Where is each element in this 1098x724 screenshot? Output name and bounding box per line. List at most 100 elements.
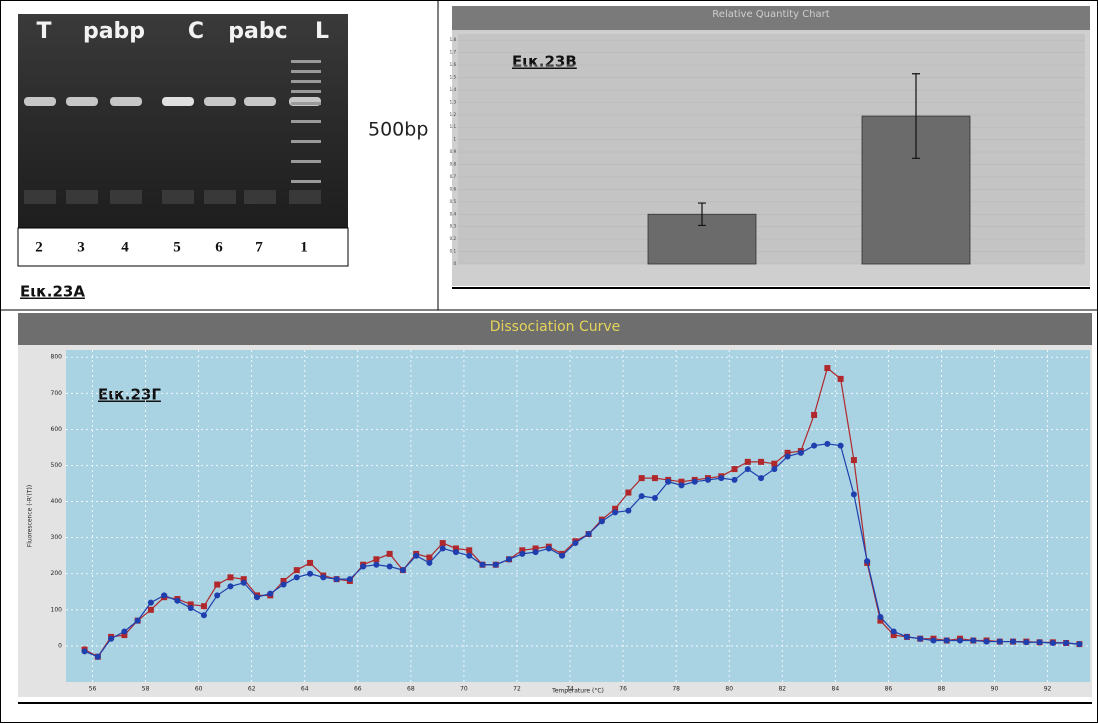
ladder-band: [291, 180, 321, 183]
x-axis-label: Temperature (°C): [551, 688, 604, 695]
bar-panel: Relative Quantity Chart Εικ.23B: [452, 6, 1090, 289]
smear: [110, 190, 142, 204]
marker: [413, 552, 420, 559]
marker: [1063, 640, 1070, 647]
marker: [612, 505, 619, 512]
marker: [665, 478, 672, 485]
marker: [532, 549, 539, 556]
marker: [492, 561, 499, 568]
marker: [267, 590, 274, 597]
x-tick-label: 82: [778, 686, 786, 693]
marker: [784, 449, 791, 456]
marker: [758, 458, 765, 465]
marker: [598, 518, 605, 525]
marker: [373, 561, 380, 568]
x-tick-label: 60: [195, 686, 203, 693]
y-tick-label: 0.7: [450, 174, 457, 179]
x-tick-label: 80: [725, 686, 733, 693]
marker: [121, 632, 128, 639]
y-tick-label: 0: [58, 642, 62, 649]
marker: [519, 550, 526, 557]
marker: [147, 599, 154, 606]
x-tick-label: 62: [248, 686, 256, 693]
y-tick-label: 600: [51, 426, 63, 433]
ladder-band: [291, 102, 321, 105]
ladder-band: [291, 80, 321, 83]
band: [244, 97, 276, 106]
marker: [890, 632, 897, 639]
marker: [1036, 639, 1043, 646]
marker: [227, 574, 234, 581]
marker: [187, 601, 194, 608]
marker: [771, 466, 778, 473]
marker: [1076, 641, 1083, 648]
marker: [877, 617, 884, 624]
y-tick-label: 0: [453, 261, 456, 266]
ladder-band: [291, 60, 321, 63]
y-tick-label: 0.3: [450, 224, 457, 229]
marker: [174, 597, 181, 604]
title-bar: [452, 6, 1090, 30]
x-tick-label: 56: [89, 686, 97, 693]
y-tick-label: 1.2: [450, 112, 457, 117]
marker: [386, 563, 393, 570]
marker: [638, 475, 645, 482]
x-tick-label: 84: [832, 686, 840, 693]
ladder-band: [291, 120, 321, 123]
marker: [559, 552, 566, 559]
y-tick-label: 700: [51, 390, 63, 397]
marker: [1049, 640, 1056, 647]
band: [162, 97, 194, 106]
x-tick-label: 72: [513, 686, 521, 693]
marker: [850, 457, 857, 464]
y-tick-label: 0.2: [450, 236, 457, 241]
marker: [333, 576, 340, 583]
marker: [307, 570, 314, 577]
marker: [360, 563, 367, 570]
x-tick-label: 66: [354, 686, 362, 693]
marker: [996, 638, 1003, 645]
marker: [214, 581, 221, 588]
marker: [943, 637, 950, 644]
marker: [824, 365, 831, 372]
marker: [466, 547, 473, 554]
title-bar: [18, 313, 1092, 345]
marker: [426, 554, 433, 561]
y-tick-label: 1.3: [450, 99, 457, 104]
y-tick-label: 1.4: [450, 87, 457, 92]
x-tick-label: 78: [672, 686, 680, 693]
marker: [293, 567, 300, 574]
x-tick-label: 70: [460, 686, 468, 693]
marker: [280, 577, 287, 584]
y-tick-label: 100: [51, 606, 63, 613]
x-tick-label: 76: [619, 686, 627, 693]
lane-label: C: [188, 19, 204, 44]
marker: [386, 550, 393, 557]
marker: [200, 603, 207, 610]
marker: [811, 411, 818, 418]
marker: [200, 612, 207, 619]
marker: [811, 442, 818, 449]
marker: [121, 628, 128, 635]
marker: [399, 567, 406, 574]
smear: [289, 190, 321, 204]
marker: [585, 531, 592, 538]
lane-number: 3: [77, 239, 85, 255]
marker: [864, 558, 871, 565]
marker: [731, 466, 738, 473]
smear: [66, 190, 98, 204]
marker: [837, 442, 844, 449]
error-bar: [698, 202, 706, 227]
marker: [94, 653, 101, 660]
marker: [1023, 639, 1030, 646]
y-tick-label: 1.6: [450, 62, 457, 67]
marker: [307, 559, 314, 566]
marker: [970, 637, 977, 644]
x-tick-label: 88: [938, 686, 946, 693]
marker: [452, 545, 459, 552]
marker: [930, 637, 937, 644]
y-tick-label: 0.9: [450, 149, 457, 154]
lane-label: T: [36, 19, 51, 44]
marker: [240, 579, 247, 586]
marker: [439, 545, 446, 552]
